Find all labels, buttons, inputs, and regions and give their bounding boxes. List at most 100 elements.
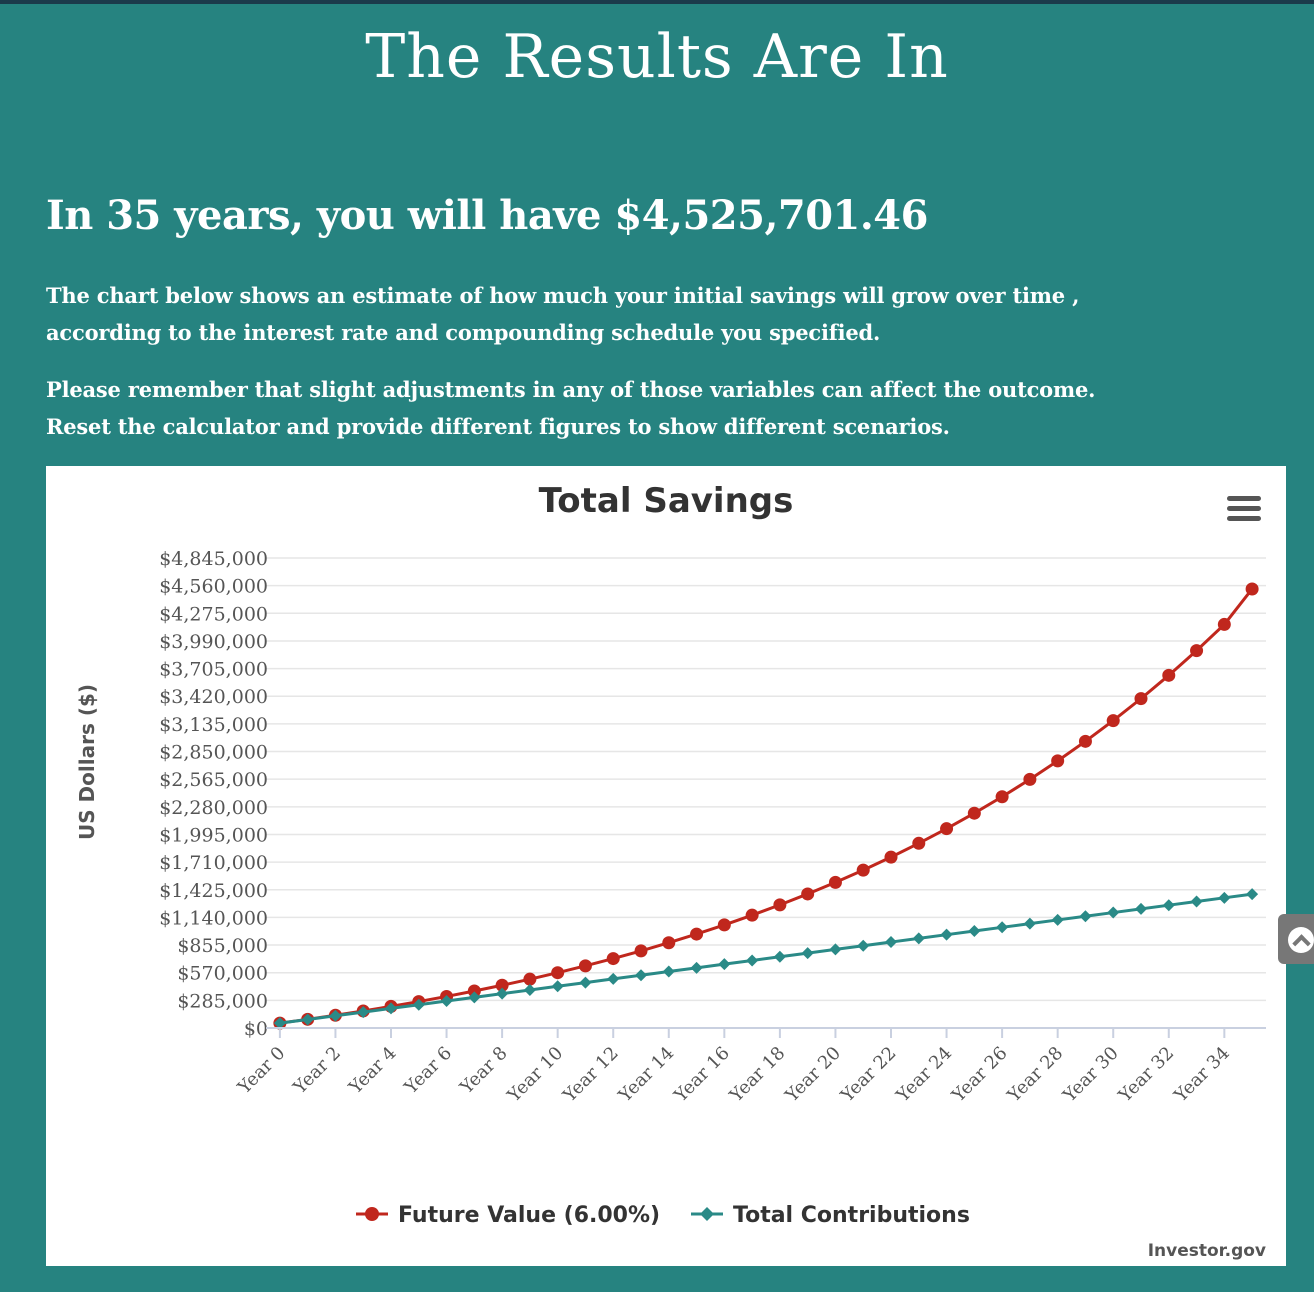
future-value-point [467,984,481,998]
chart-legend: Future Value (6.00%) Total Contributions [356,1203,970,1228]
total-contributions-point [1023,917,1036,930]
total-contributions-point [523,983,536,996]
total-contributions-point [1135,902,1147,915]
chart-credits[interactable]: Investor.gov [1148,1241,1266,1261]
top-rule [0,0,1314,4]
y-axis-title: US Dollars ($) [75,684,99,840]
x-tick-label: Year 4 [344,1043,400,1099]
future-value-point [634,944,648,958]
hamburger-menu-icon [1227,496,1261,501]
total-contributions-point [1079,910,1092,923]
total-contributions-line [279,892,1253,1025]
future-value-point [523,972,537,986]
total-savings-chart: $0 $285,000 $570,000 $855,000 $1,140,000 $1,4… [75,481,1266,1261]
chart-menu-button[interactable] [1226,494,1262,524]
y-tick-label: $1,710,000 [159,852,268,874]
chart-description-line-2: according to the interest rate and compo… [46,320,881,345]
total-contributions-point [1162,899,1175,912]
legend-marker [365,1207,379,1221]
legend-label: Future Value (6.00%) [398,1203,660,1228]
chart-description-line-1: The chart below shows an estimate of how… [46,283,1080,308]
future-value-point [1162,668,1176,682]
total-contributions-point [1107,906,1120,919]
y-tick-label: $855,000 [177,935,268,957]
future-value-point [1217,617,1231,631]
legend-item-future-value[interactable]: Future Value (6.00%) [356,1203,660,1228]
result-headline: In 35 years, you will have $4,525,701.46 [46,192,928,239]
future-value-point [578,959,592,973]
total-contributions-point [940,928,953,941]
total-contributions-point [357,1006,370,1019]
total-contributions-point [468,991,481,1004]
total-contributions-point [718,958,731,971]
total-contributions-point [273,1017,286,1030]
y-tick-label: $1,425,000 [159,880,268,902]
y-tick-label: $3,990,000 [159,631,268,653]
future-value-point [606,952,620,966]
x-tick-label: Year 22 [836,1043,900,1107]
y-tick-label: $3,705,000 [159,659,268,681]
adjustment-note-line-2: Reset the calculator and provide differe… [46,414,950,439]
x-tick-label: Year 28 [1003,1043,1067,1107]
x-tick-label: Year 34 [1170,1043,1234,1107]
total-contributions-point [968,924,981,937]
x-tick-label: Year 30 [1058,1043,1122,1107]
total-contributions-point [662,965,675,978]
total-contributions-point [912,932,925,945]
total-contributions-point [746,954,759,967]
future-value-point [1051,754,1065,768]
x-tick-label: Year 24 [892,1043,956,1107]
x-tick-label: Year 18 [725,1043,789,1107]
future-value-point [662,936,676,950]
total-contributions-point [301,1013,314,1026]
future-value-point [967,806,981,820]
page-title: The Results Are In [365,22,949,92]
future-value-point [495,978,509,992]
total-contributions-point [1051,913,1064,926]
chart-description: The chart below shows an estimate of how… [46,277,1276,351]
chart-card: $0 $285,000 $570,000 $855,000 $1,140,000 $1,4… [46,466,1286,1266]
future-value-point [856,863,870,877]
y-tick-label: $3,135,000 [159,714,268,736]
total-contributions-point [1218,891,1231,904]
hamburger-menu-icon-bar [1227,516,1261,521]
legend-marker [700,1207,714,1221]
future-value-point [1023,772,1037,786]
total-contributions-point [496,987,509,1000]
y-tick-label: $4,275,000 [159,603,268,625]
y-tick-label: $4,845,000 [159,548,268,570]
future-value-point [1106,714,1120,728]
adjustment-note: Please remember that slight adjustments … [46,371,1276,445]
total-contributions-point [412,998,425,1011]
future-value-point [551,966,565,980]
total-contributions-point [440,995,453,1008]
future-value-point [1190,644,1204,658]
total-contributions-point [773,950,786,963]
future-value-point [1078,734,1092,748]
future-value-point [1134,692,1148,706]
x-tick-label: Year 16 [670,1043,734,1107]
total-contributions-point [607,972,620,985]
y-tick-label: $570,000 [177,963,268,985]
legend-item-total-contributions[interactable]: Total Contributions [691,1203,970,1228]
future-value-point [995,790,1009,804]
scroll-to-top-button[interactable] [1278,914,1314,964]
y-tick-label: $1,995,000 [159,824,268,846]
y-tick-label: $2,850,000 [159,742,268,764]
total-contributions-point [385,1002,397,1015]
y-tick-label: $3,420,000 [159,686,268,708]
total-contributions-point [635,969,647,982]
future-value-point [940,822,954,836]
future-value-point [884,850,898,864]
total-contributions-point [329,1009,342,1022]
adjustment-note-line-1: Please remember that slight adjustments … [46,377,1096,402]
future-value-point [717,918,731,932]
y-tick-label: $2,280,000 [159,797,268,819]
legend-label: Total Contributions [733,1203,970,1228]
future-value-point [912,836,926,850]
y-tick-label: $285,000 [177,990,268,1012]
y-tick-label: $0 [244,1018,268,1040]
total-contributions-point [551,980,564,993]
y-tick-label: $1,140,000 [159,907,268,929]
x-tick-label: Year 12 [558,1043,622,1107]
